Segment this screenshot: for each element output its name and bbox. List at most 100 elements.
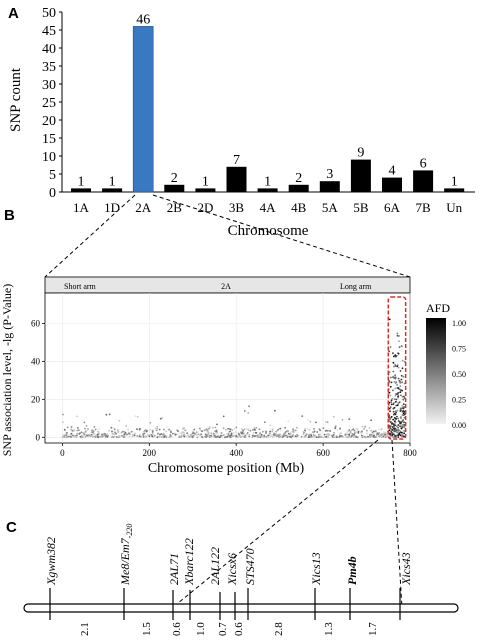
x-tick-label-b: 0 (60, 448, 65, 458)
snp-point (253, 435, 256, 438)
snp-point (213, 436, 216, 439)
snp-point (391, 426, 394, 428)
snp-point (396, 334, 399, 337)
x-tick-label-1A: 1A (73, 200, 90, 215)
snp-point (372, 432, 375, 434)
snp-point (156, 426, 159, 428)
bar-5A (319, 181, 340, 192)
y-tick-label: 25 (42, 96, 56, 111)
snp-point (120, 432, 122, 434)
snp-point (78, 429, 80, 431)
snp-point (73, 435, 76, 437)
snp-point (63, 433, 66, 436)
snp-point (396, 365, 399, 368)
strip-long-arm: Long arm (340, 282, 372, 291)
snp-point (232, 435, 234, 437)
snp-point (382, 433, 384, 435)
y-tick-label: 20 (42, 114, 56, 129)
snp-point (356, 428, 359, 431)
snp-point (132, 433, 135, 436)
snp-point (271, 430, 274, 433)
snp-point (243, 410, 246, 412)
snp-point (287, 434, 289, 436)
snp-point (118, 435, 121, 437)
panel-label-c: C (6, 519, 17, 536)
snp-point (368, 427, 371, 429)
snp-point (234, 431, 237, 434)
snp-point (263, 421, 266, 424)
snp-point (159, 433, 161, 436)
snp-point (231, 429, 234, 432)
snp-point (82, 436, 85, 439)
snp-point (384, 436, 387, 439)
snp-point (214, 426, 217, 429)
snp-point (94, 428, 97, 431)
snp-point (390, 376, 392, 379)
snp-point (289, 435, 291, 438)
snp-point (183, 434, 186, 437)
snp-point (395, 354, 398, 357)
snp-point (120, 436, 122, 438)
snp-point (229, 430, 232, 433)
snp-point (401, 396, 404, 398)
snp-point (338, 432, 341, 435)
snp-point (399, 370, 402, 372)
snp-point (392, 352, 394, 354)
snp-point (349, 435, 352, 438)
snp-point (129, 432, 132, 435)
snp-point (92, 430, 95, 432)
snp-point (396, 409, 399, 412)
snp-point (402, 424, 405, 427)
snp-point (104, 432, 106, 435)
snp-point (393, 381, 396, 383)
snp-point (116, 429, 119, 432)
snp-point (378, 435, 380, 438)
snp-point (295, 434, 298, 436)
snp-point (388, 350, 390, 353)
snp-point (333, 435, 336, 438)
snp-point (192, 430, 195, 433)
snp-point (185, 435, 188, 438)
snp-point (247, 412, 250, 414)
snp-point (65, 435, 67, 438)
snp-point (106, 432, 109, 435)
snp-point (184, 428, 187, 431)
snp-point (402, 403, 405, 405)
snp-point (72, 430, 75, 433)
snp-point (149, 428, 152, 431)
snp-point (388, 418, 391, 421)
scatter-chart: Short arm 2A Long arm SNP association le… (0, 276, 466, 476)
snp-point (182, 435, 185, 437)
snp-point (162, 436, 165, 438)
snp-point (395, 398, 398, 401)
bar-value-label: 1 (109, 174, 116, 189)
snp-point (149, 422, 152, 424)
snp-point (392, 407, 395, 410)
snp-point (253, 426, 256, 429)
marker-label: Xgwm382 (44, 537, 58, 586)
snp-point (351, 433, 354, 435)
snp-point (356, 435, 359, 438)
snp-point (110, 435, 113, 438)
snp-point (355, 436, 358, 439)
snp-point (139, 434, 142, 436)
snp-point (252, 431, 255, 434)
y-tick-label: 15 (42, 132, 56, 147)
snp-point (257, 436, 259, 438)
bar-1A (71, 188, 91, 192)
snp-point (391, 397, 394, 400)
snp-point (395, 434, 398, 437)
distance-label: 0.6 (171, 622, 183, 636)
snp-point (395, 431, 398, 434)
x-tick-label-b: 600 (316, 448, 330, 458)
snp-point (325, 421, 327, 423)
snp-point (348, 418, 351, 420)
snp-point (272, 435, 275, 438)
snp-point (393, 401, 395, 404)
y-tick-label: 45 (42, 24, 56, 39)
snp-point (145, 430, 148, 433)
snp-point (306, 436, 309, 438)
snp-point (239, 436, 242, 438)
snp-point (83, 433, 86, 436)
snp-point (84, 430, 87, 433)
